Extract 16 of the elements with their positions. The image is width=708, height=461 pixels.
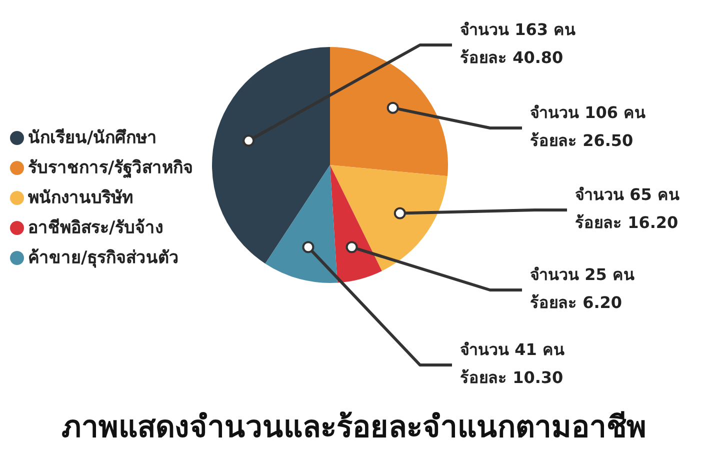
data-label: จำนวน 163 คน ร้อยละ 40.80 bbox=[460, 20, 576, 67]
pie-slice bbox=[212, 47, 330, 264]
data-label: จำนวน 106 คน ร้อยละ 26.50 bbox=[530, 103, 646, 150]
legend-label: พนักงานบริษัท bbox=[28, 188, 133, 208]
legend-label: อาชีพอิสระ/รับจ้าง bbox=[28, 218, 164, 238]
pie-slice bbox=[330, 165, 448, 271]
text: ภาพแสดงจำนวนและร้อยละจำแนกตามอาชีพ bbox=[60, 409, 648, 447]
legend-label: นักเรียน/นักศึกษา bbox=[28, 128, 158, 148]
data-label: จำนวน 25 คน ร้อยละ 6.20 bbox=[530, 265, 634, 312]
data-label: จำนวน 41 คน ร้อยละ 10.30 bbox=[460, 340, 564, 387]
pie-slice bbox=[265, 165, 338, 283]
pie-slice bbox=[330, 165, 382, 283]
legend-label: รับราชการ/รัฐวิสาหกิจ bbox=[28, 158, 194, 178]
data-label: จำนวน 65 คน ร้อยละ 16.20 bbox=[575, 185, 680, 232]
legend-label: ค้าขาย/ธุรกิจส่วนตัว bbox=[28, 248, 180, 268]
pie-slice bbox=[330, 47, 448, 176]
